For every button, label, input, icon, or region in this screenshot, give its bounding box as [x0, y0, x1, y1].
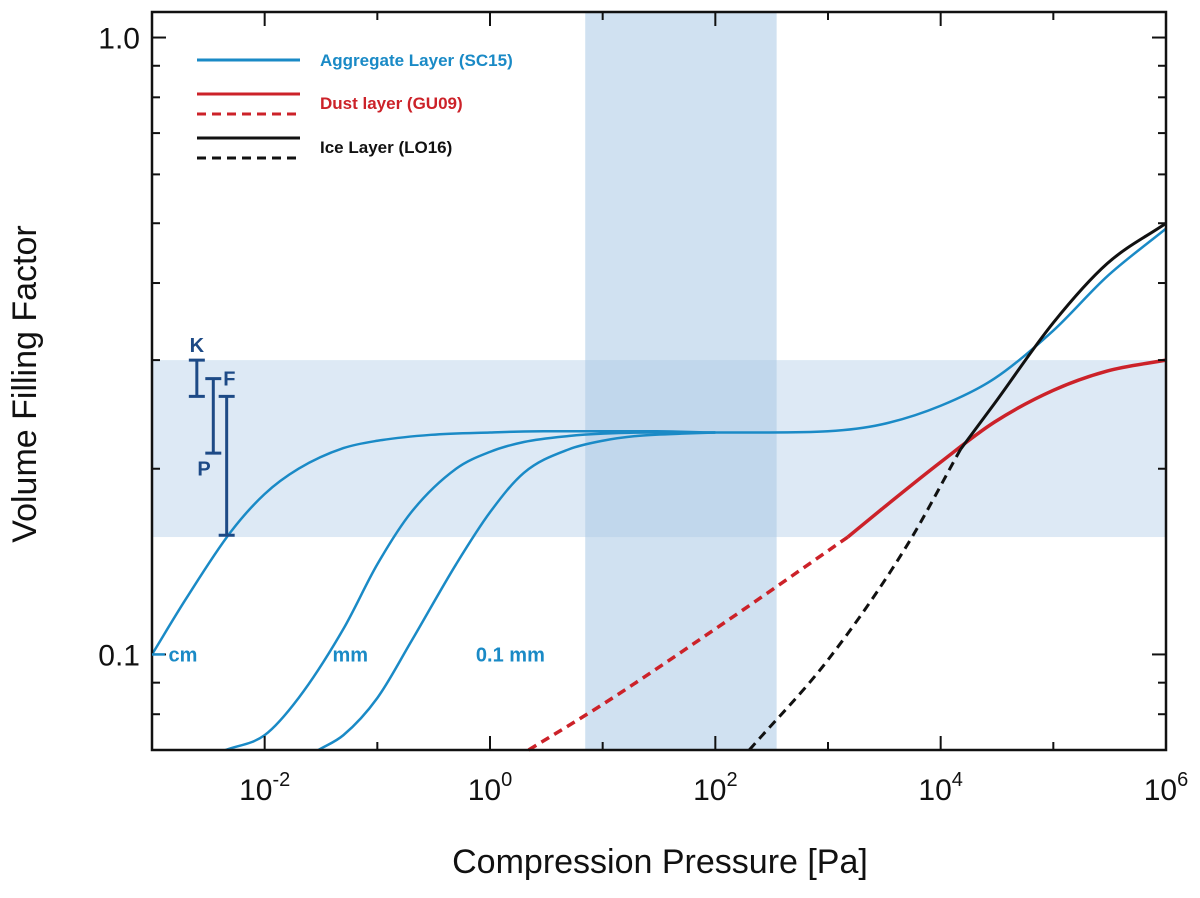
plot-border — [150, 10, 1168, 752]
annotations: cm mm 0.1 mm KF P — [152, 335, 545, 666]
x-tick-label: 102 — [693, 769, 738, 807]
curve-label: mm — [332, 644, 368, 666]
series-line-2 — [225, 431, 716, 752]
x-tick-label: 106 — [1144, 769, 1189, 807]
shaded-band-y — [152, 360, 1166, 538]
series-line-1 — [150, 227, 1167, 656]
range-bar-label: P — [197, 459, 210, 481]
tick-labels: 10-2 100 102 104 106 1.0 0.1 — [98, 23, 1188, 807]
x-axis-title: Compression Pressure [Pa] — [452, 843, 868, 881]
x-tick-label: 10-2 — [239, 769, 290, 807]
range-bar-label: F — [223, 369, 235, 391]
series-line-5 — [527, 535, 849, 752]
legend-label: Aggregate Layer (SC15) — [320, 51, 513, 70]
series-line-6 — [959, 222, 1167, 451]
x-tick-label: 100 — [468, 769, 513, 807]
x-tick-label: 104 — [918, 769, 963, 807]
shaded-band-x — [585, 12, 777, 750]
shaded-regions — [152, 12, 1166, 750]
series-line-4 — [846, 358, 1167, 539]
y-tick-label: 1.0 — [98, 23, 140, 56]
plot-frame — [150, 10, 1168, 752]
legend-label: Dust layer (GU09) — [320, 94, 463, 113]
legend-label: Ice Layer (LO16) — [320, 138, 452, 157]
series-lines — [150, 222, 1167, 752]
series-line-3 — [317, 431, 716, 752]
curve-label: cm — [168, 644, 197, 666]
legend: Aggregate Layer (SC15) Dust layer (GU09) I… — [197, 51, 513, 160]
range-bar-label: K — [190, 335, 205, 357]
curve-label: 0.1 mm — [476, 644, 545, 666]
y-tick-label: 0.1 — [98, 639, 140, 672]
series-line-7 — [748, 448, 962, 751]
y-axis-title: Volume Filling Factor — [6, 225, 44, 542]
